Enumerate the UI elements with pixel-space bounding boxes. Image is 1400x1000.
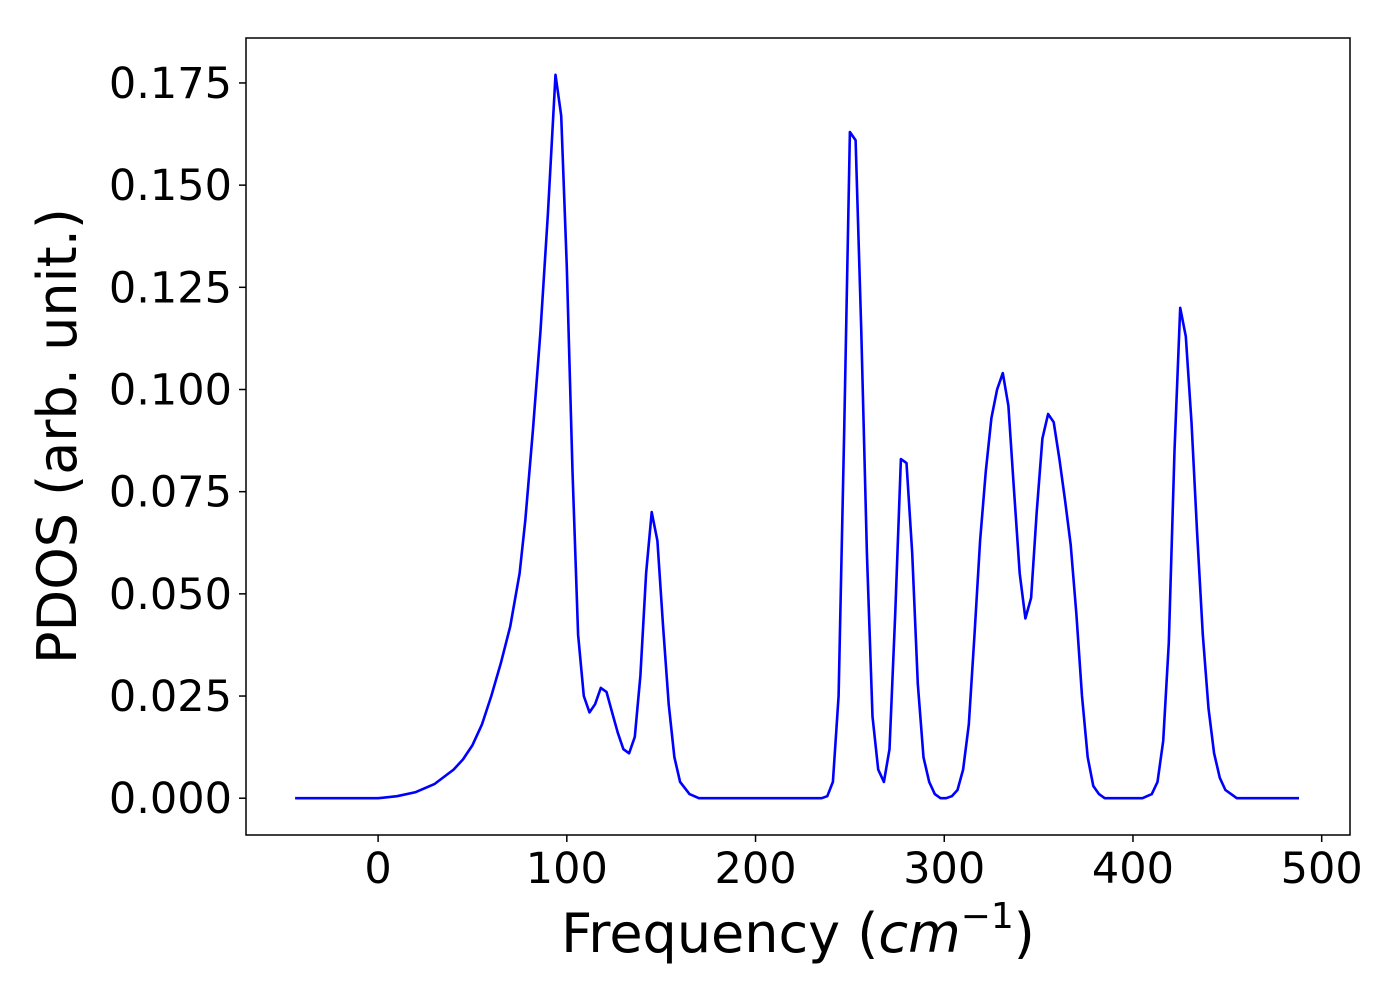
y-tick-label: 0.050 xyxy=(109,570,232,620)
x-tick-label: 500 xyxy=(1281,844,1363,894)
plot-frame xyxy=(245,37,1351,836)
y-tick-label: 0.075 xyxy=(109,468,232,518)
y-tick-label: 0.175 xyxy=(109,59,232,109)
x-tick-label: 300 xyxy=(903,844,985,894)
y-tick-label: 0.025 xyxy=(109,672,232,722)
x-axis-label-text: Frequency ( xyxy=(561,902,878,965)
y-axis-label: PDOS (arb. unit.) xyxy=(26,208,89,664)
y-tick-label: 0.125 xyxy=(109,263,232,313)
y-tick-label: 0.100 xyxy=(109,365,232,415)
x-axis-label: Frequency (cm−1) xyxy=(561,896,1035,965)
x-tick-label: 200 xyxy=(714,844,796,894)
x-tick-label: 400 xyxy=(1092,844,1174,894)
y-tick-label: 0.150 xyxy=(109,161,232,211)
x-axis-label-close: ) xyxy=(1014,902,1035,965)
series-line xyxy=(295,73,1299,800)
x-tick-label: 0 xyxy=(364,844,391,894)
y-axis-ticks: 0.000 0.025 0.050 0.075 0.100 0.125 0.150 0.175 xyxy=(109,59,246,824)
x-axis-ticks: 0 100 200 300 400 500 xyxy=(364,835,1363,894)
x-axis-label-math: cm xyxy=(878,902,960,965)
x-tick-label: 100 xyxy=(526,844,608,894)
series-group xyxy=(295,73,1299,800)
y-tick-label: 0.000 xyxy=(109,774,232,824)
x-axis-label-superscript: −1 xyxy=(961,896,1014,937)
